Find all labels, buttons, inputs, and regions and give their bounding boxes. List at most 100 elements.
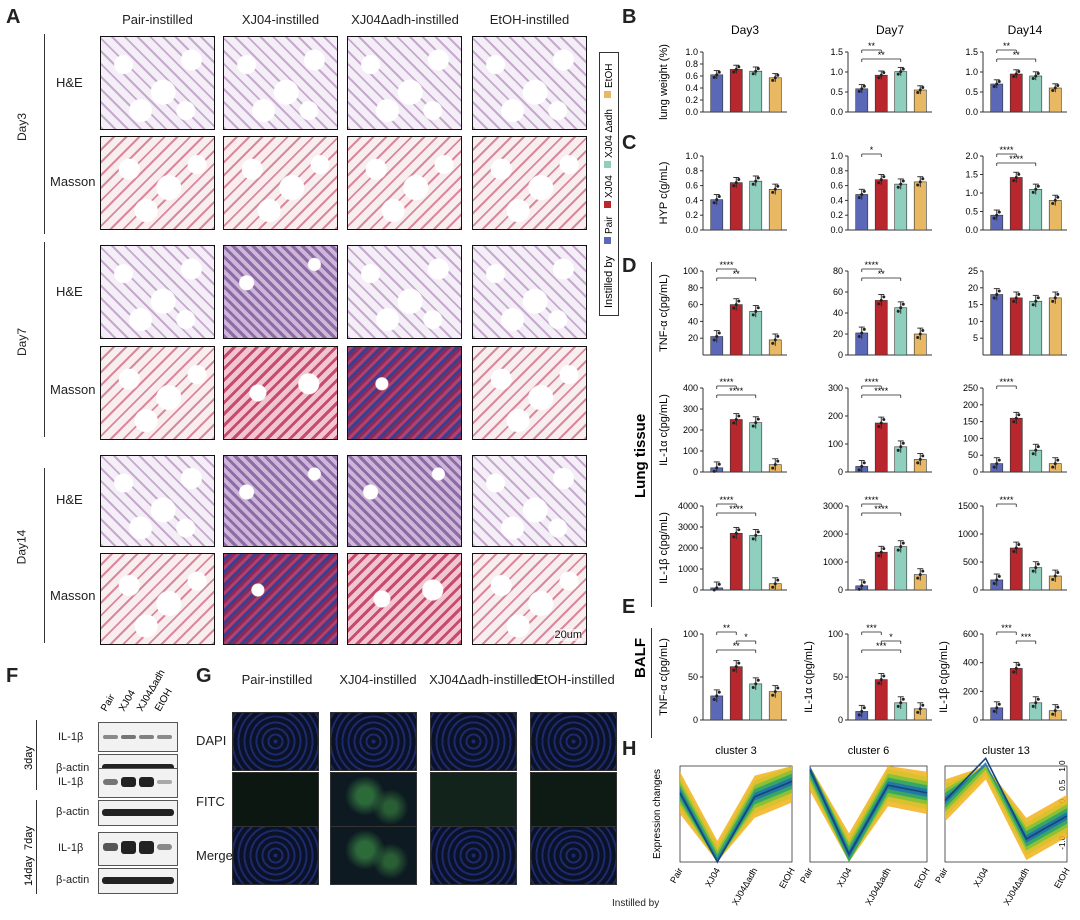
data-point — [992, 709, 996, 713]
x-tick-label: XJ04 — [971, 866, 990, 889]
y-axis-label: lung weight (%) — [658, 44, 670, 120]
chart-e-il1b: IL-1β c(pg/mL) 0 200 400 600 *** *** — [938, 623, 1067, 725]
legend-item-xj04adh: XJ04 Δadh — [604, 109, 615, 158]
y-tick-label: 1.0 — [685, 47, 698, 57]
data-point — [773, 690, 777, 694]
sig-label: **** — [719, 495, 734, 505]
chart-d-tnf-3: 5 10 15 20 25 — [968, 266, 1067, 356]
panel-label-c: C — [622, 132, 637, 154]
data-point — [712, 75, 716, 79]
data-point — [901, 179, 905, 183]
g-col-xj04adh: XJ04Δadh-instilled — [429, 672, 537, 687]
y-tick-label: 1000 — [958, 529, 978, 539]
x-tick-label: XJ04Δadh — [1002, 866, 1031, 907]
fluor-tile — [232, 712, 319, 771]
data-point — [992, 85, 996, 89]
chart-h-cluster6: cluster 6 Pair XJ04 XJ04Δadh EtOH — [800, 745, 932, 907]
data-point — [901, 67, 905, 71]
day14-bracket — [44, 468, 45, 643]
bar — [710, 74, 724, 113]
histology-tile — [347, 553, 462, 645]
sig-label: **** — [729, 504, 744, 514]
data-point — [992, 465, 996, 469]
data-point — [918, 573, 922, 577]
data-point — [916, 461, 920, 465]
blot-target-label: IL-1β — [58, 776, 84, 788]
data-point — [896, 548, 900, 552]
y-tick-label: 40 — [688, 316, 698, 326]
y-tick-label: 250 — [963, 383, 978, 393]
chart-d-tnf-2: 0 20 40 60 80 ****** — [833, 260, 932, 360]
blot-group-3day-wrap: 3day — [23, 746, 35, 770]
day7-bracket — [44, 242, 45, 437]
y-tick-label: 0.4 — [685, 195, 698, 205]
data-point — [879, 298, 883, 302]
y-tick-label: 0.5 — [965, 87, 978, 97]
y-tick-label: 0.5 — [830, 87, 843, 97]
data-point — [776, 578, 780, 582]
y-tick-label: 0 — [693, 715, 698, 725]
data-point — [918, 332, 922, 336]
day3-bracket — [44, 34, 45, 234]
y-tick-label: 1500 — [958, 501, 978, 511]
y-tick-label: 0.5 — [1058, 779, 1067, 791]
data-point — [995, 706, 999, 710]
sig-label: ** — [723, 623, 731, 633]
sig-label: **** — [729, 386, 744, 396]
data-point — [857, 334, 861, 338]
data-point — [773, 187, 777, 191]
bar — [1009, 297, 1023, 356]
y-tick-label: 40 — [833, 308, 843, 318]
y-axis-label: IL-1β c(pg/mL) — [938, 641, 950, 713]
x-tick-label: XJ04Δadh — [730, 866, 759, 907]
data-point — [1031, 452, 1035, 456]
histology-tile — [100, 136, 215, 230]
data-point — [756, 530, 760, 534]
data-point — [717, 195, 721, 199]
data-point — [717, 582, 721, 586]
sig-label: **** — [999, 145, 1014, 155]
blot-il1b-14day — [98, 832, 178, 866]
data-point — [715, 198, 719, 202]
data-point — [1051, 465, 1055, 469]
data-point — [879, 678, 883, 682]
data-point — [857, 196, 861, 200]
data-point — [773, 76, 777, 80]
y-tick-label: 0 — [973, 715, 978, 725]
chart-c-3: 0.0 0.5 1.0 1.5 2.0 ******** — [965, 145, 1067, 235]
blot-control-label: β-actin — [56, 762, 90, 774]
y-tick-label: 0.8 — [685, 59, 698, 69]
data-point — [995, 578, 999, 582]
y-tick-label: 200 — [963, 400, 978, 410]
data-point — [921, 454, 925, 458]
y-tick-label: 200 — [683, 425, 698, 435]
fluor-tile — [232, 826, 319, 885]
bar — [1009, 417, 1023, 473]
fluor-tile — [530, 772, 617, 831]
chart-title: cluster 6 — [848, 745, 890, 757]
data-point — [737, 414, 741, 418]
chart-title: cluster 3 — [715, 745, 757, 757]
data-point — [732, 306, 736, 310]
data-point — [997, 702, 1001, 706]
data-point — [734, 181, 738, 185]
y-tick-label: 500 — [963, 557, 978, 567]
data-point — [1014, 175, 1018, 179]
y-tick-label: 0.6 — [830, 181, 843, 191]
chart-title: cluster 13 — [982, 745, 1030, 757]
panel-label-b: B — [622, 6, 637, 28]
bar — [749, 311, 763, 356]
data-point — [1012, 299, 1016, 303]
data-point — [1051, 299, 1055, 303]
data-point — [712, 469, 716, 473]
y-tick-label: 1.0 — [685, 151, 698, 161]
data-point — [918, 88, 922, 92]
data-point — [862, 461, 866, 465]
bar — [894, 183, 908, 231]
data-point — [879, 421, 883, 425]
fluor-tile — [330, 826, 417, 885]
chart-d-il1b-3: 0 500 1000 1500 **** — [958, 495, 1067, 595]
y-tick-label: 5 — [973, 333, 978, 343]
data-point — [1036, 71, 1040, 75]
data-point — [997, 289, 1001, 293]
